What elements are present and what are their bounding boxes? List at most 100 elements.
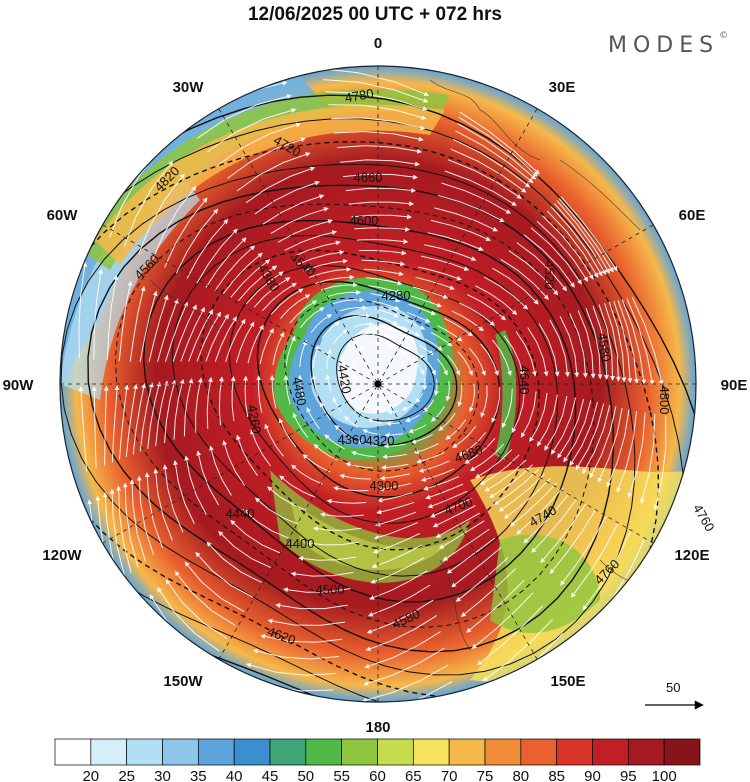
streamline-segment (430, 219, 492, 242)
streamline-segment (148, 294, 169, 363)
streamline-segment (523, 492, 570, 544)
streamline-segment (334, 130, 424, 142)
colorbar-swatch (663, 738, 701, 766)
streamline-segment (270, 207, 329, 235)
contour-label: 4420 (335, 364, 355, 395)
streamline-segment (227, 137, 306, 179)
streamline-segment (445, 419, 467, 440)
streamline-segment (453, 138, 531, 188)
streamline-segment (434, 379, 439, 396)
streamline-segment (408, 424, 427, 434)
longitude-label: 90E (721, 377, 748, 394)
streamline-segment (427, 232, 484, 251)
streamline-segment (412, 286, 449, 299)
streamline-segment (406, 311, 431, 323)
streamline-segment (254, 180, 320, 215)
streamline-segment (272, 331, 285, 365)
streamline-segment (503, 335, 525, 377)
streamline-segment (164, 301, 188, 362)
streamline-segment (277, 219, 334, 243)
streamline-segment (346, 313, 371, 320)
streamline-segment (438, 520, 485, 549)
streamline-segment (297, 374, 305, 401)
contour-label: 4300 (370, 478, 399, 493)
streamline-segment (450, 148, 527, 193)
streamline-segment (319, 401, 332, 421)
colorbar-swatch (162, 738, 199, 766)
streamline-segment (262, 194, 325, 225)
streamline-segment (334, 424, 352, 439)
colorbar: 20 25 30 35 40 45 50 55 60 65 70 75 80 85 90 95 100 (54, 738, 701, 782)
longitude-label: 120W (42, 547, 82, 564)
contour-label: 4480 (290, 376, 310, 407)
streamline-segment (123, 160, 174, 247)
streamline-segment (577, 310, 596, 379)
colorbar-tick-label: 30 (154, 768, 171, 782)
streamline-segment (183, 378, 194, 437)
streamline-segment (297, 249, 345, 265)
streamline-segment (455, 130, 534, 184)
streamline-segment (559, 316, 580, 378)
streamline-segment (550, 397, 577, 455)
streamline-segment (437, 194, 505, 223)
streamline-segment (290, 571, 354, 577)
contour-label: 4360 (338, 432, 367, 447)
streamline-segment (243, 375, 249, 417)
streamline-segment (337, 145, 422, 154)
streamline-segment (416, 452, 445, 464)
colorbar-swatch (126, 738, 163, 766)
streamline-segment (218, 376, 224, 426)
contour-label: 4500 (316, 582, 345, 597)
streamline-segment (508, 250, 559, 296)
streamline-segment (397, 348, 407, 356)
height-contour (60, 163, 636, 676)
streamline-segment (342, 173, 419, 180)
streamline-segment (549, 509, 596, 575)
streamline-segment (196, 450, 220, 506)
streamline-segment (558, 198, 614, 273)
streamline-segment (598, 304, 615, 381)
streamline-segment (457, 351, 473, 376)
streamline-segment (404, 414, 420, 423)
streamline-segment (184, 561, 245, 613)
streamline-segment (195, 551, 254, 598)
streamline-segment (230, 259, 271, 298)
streamline-segment (312, 344, 320, 368)
streamline-segment (285, 335, 296, 366)
streamline-segment (144, 472, 164, 549)
streamline-segment (282, 587, 351, 593)
streamline-segment (345, 391, 353, 405)
streamline-segment (418, 266, 462, 281)
streamline-segment (184, 455, 207, 515)
streamline-segment (345, 462, 374, 469)
streamline-segment (353, 406, 365, 418)
streamline-segment (407, 355, 417, 364)
streamline-segment (516, 487, 564, 535)
contour-label: 4600 (350, 213, 379, 228)
streamline-segment (242, 508, 290, 539)
streamline-segment (442, 528, 490, 561)
streamline-segment (418, 460, 450, 473)
streamline-segment (560, 196, 618, 272)
streamline-segment (259, 328, 274, 365)
streamline-segment (457, 122, 537, 180)
streamline-segment (531, 497, 578, 553)
height-contour (256, 280, 501, 498)
streamline-segment (382, 453, 407, 460)
streamline-segment (218, 530, 272, 569)
colorbar-swatch (520, 738, 558, 766)
streamline-segment (367, 418, 383, 424)
streamline-segment (205, 237, 247, 288)
streamline-segment (537, 394, 558, 447)
streamline-segment (139, 382, 154, 452)
streamline-segment (452, 425, 477, 449)
streamline-segment (546, 210, 599, 278)
streamline-segment (530, 227, 582, 285)
colorbar-tick-label: 40 (226, 768, 243, 782)
streamline-segment (489, 464, 533, 499)
streamline-segment (360, 330, 378, 337)
longitude-label: 60E (679, 207, 706, 224)
streamline-segment (132, 383, 146, 455)
graticule (60, 66, 696, 702)
streamline-segment (498, 473, 545, 512)
